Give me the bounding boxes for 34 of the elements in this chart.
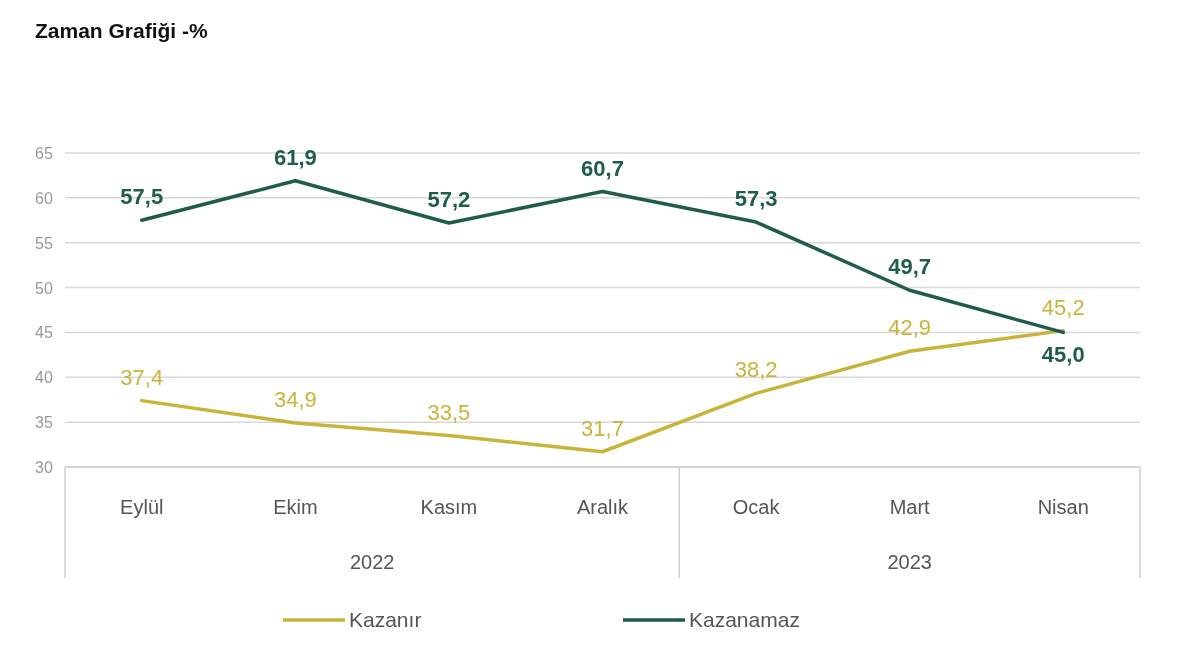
data-label: 57,2	[427, 186, 471, 212]
y-tick-label: 55	[35, 234, 53, 252]
y-tick-label: 60	[35, 189, 53, 207]
data-label: 49,7	[888, 254, 932, 280]
text: 2022	[349, 551, 395, 573]
x-tick-label: Ekim	[273, 496, 318, 518]
y-tick-label: 45	[35, 324, 53, 342]
x-tick-label: Eylül	[120, 496, 164, 518]
text: 2023	[887, 551, 932, 573]
legend-label: Kazanamaz	[689, 608, 800, 631]
y-tick-label: 65	[35, 145, 53, 162]
data-label: 31,7	[581, 415, 624, 441]
data-label: 57,3	[734, 186, 778, 212]
data-label: 45,0	[1041, 342, 1085, 368]
data-label: 42,9	[888, 315, 932, 341]
y-tick-label: 30	[35, 459, 53, 476]
x-tick-label: Ocak	[732, 496, 781, 518]
data-label: 45,2	[1041, 294, 1085, 320]
data-label: 57,5	[120, 184, 164, 210]
x-tick-label: Mart	[889, 496, 931, 518]
x-tick-label: Nisan	[1037, 496, 1089, 518]
y-tick-label: 50	[35, 279, 53, 297]
legend-label: Kazanır	[349, 608, 422, 631]
data-label: 33,5	[427, 399, 471, 425]
chart-title: Zaman Grafiği -%	[35, 19, 209, 42]
x-tick-label: Kasım	[420, 496, 478, 518]
data-label: 60,7	[581, 155, 624, 181]
y-tick-label: 40	[35, 369, 53, 387]
x-tick-label: Aralık	[576, 496, 630, 518]
y-tick-label: 35	[35, 414, 53, 432]
data-label: 38,2	[734, 357, 778, 383]
data-label: 61,9	[273, 144, 317, 170]
data-label: 37,4	[120, 364, 164, 390]
data-label: 34,9	[273, 387, 317, 413]
